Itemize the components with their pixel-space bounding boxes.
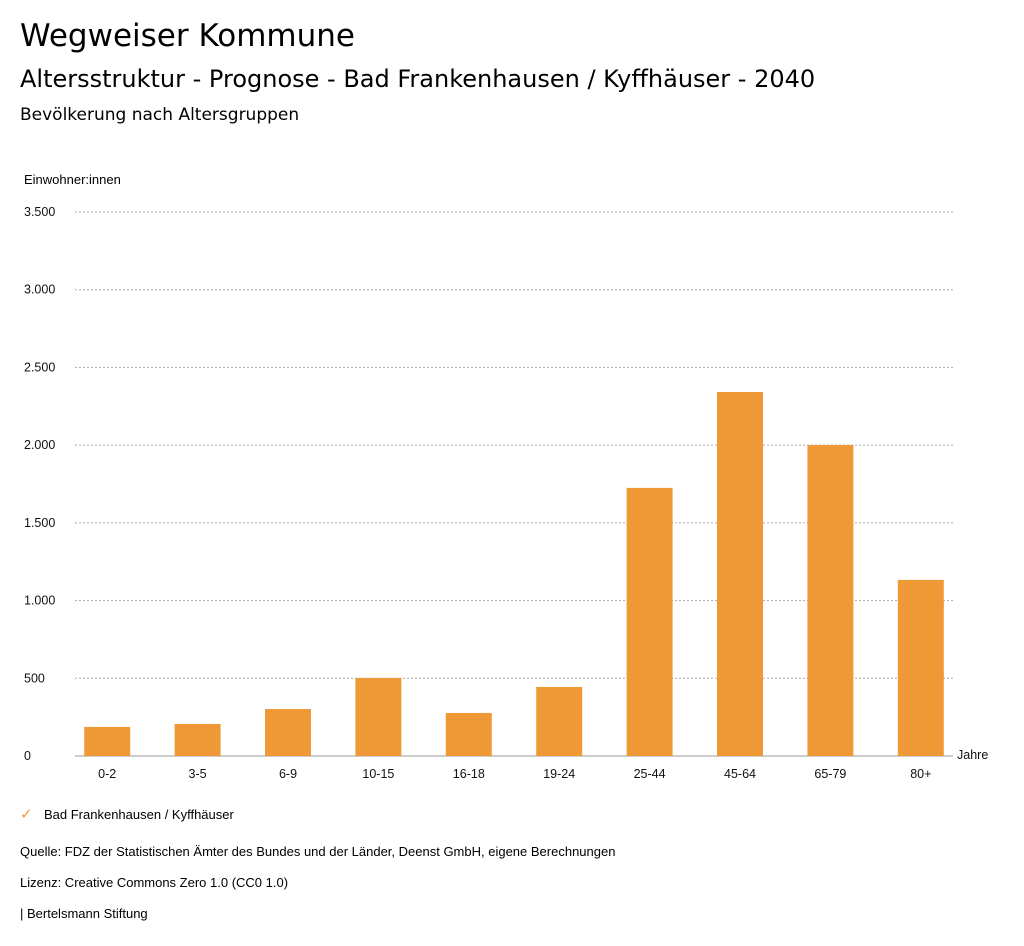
bar [84, 726, 131, 756]
y-tick-label: 2.000 [24, 438, 55, 452]
bar [717, 391, 763, 756]
bar [536, 686, 583, 756]
y-tick-label: 500 [24, 671, 45, 685]
bar [897, 579, 944, 756]
x-axis-label: Jahre [957, 748, 988, 762]
y-tick-label: 3.500 [24, 205, 55, 219]
x-tick-label: 45-64 [724, 767, 756, 781]
x-tick-label: 0-2 [98, 767, 116, 781]
bar [807, 444, 854, 756]
chart-subtitle: Bevölkerung nach Altersgruppen [20, 105, 300, 125]
bar [445, 712, 492, 756]
bar-chart: 0 500 1.000 1.500 2.000 2.500 3.000 3.500 0-2 3-5… [24, 205, 988, 781]
check-icon: ✓ [20, 806, 33, 823]
x-tick-label: 6-9 [279, 767, 297, 781]
x-tick-label: 3-5 [189, 767, 207, 781]
license-text: Lizenz: Creative Commons Zero 1.0 (CC0 1… [20, 875, 289, 890]
x-tick-label: 16-18 [453, 767, 485, 781]
y-tick-label: 1.000 [24, 594, 55, 608]
y-tick-label: 2.500 [24, 360, 55, 374]
y-tick-label: 3.000 [24, 283, 55, 297]
app-title: Wegweiser Kommune [20, 18, 355, 54]
chart-title: Altersstruktur - Prognose - Bad Frankenh… [20, 65, 816, 93]
bar [265, 709, 311, 756]
legend-label: Bad Frankenhausen / Kyffhäuser [44, 806, 234, 822]
y-axis-label: Einwohner:innen [24, 172, 121, 187]
legend-item[interactable]: ✓ Bad Frankenhausen / Kyffhäuser [20, 805, 234, 823]
bar [174, 723, 221, 756]
y-tick-label: 0 [24, 749, 31, 763]
x-tick-label: 19-24 [543, 767, 575, 781]
x-tick-label: 65-79 [814, 767, 846, 781]
x-tick-label: 10-15 [362, 767, 394, 781]
brand-text: | Bertelsmann Stiftung [20, 906, 148, 921]
bar [626, 487, 673, 756]
source-text: Quelle: FDZ der Statistischen Ämter des … [20, 844, 616, 859]
y-tick-label: 1.500 [24, 516, 55, 530]
bar [355, 677, 402, 756]
x-tick-label: 25-44 [634, 767, 666, 781]
x-tick-label: 80+ [910, 767, 931, 781]
